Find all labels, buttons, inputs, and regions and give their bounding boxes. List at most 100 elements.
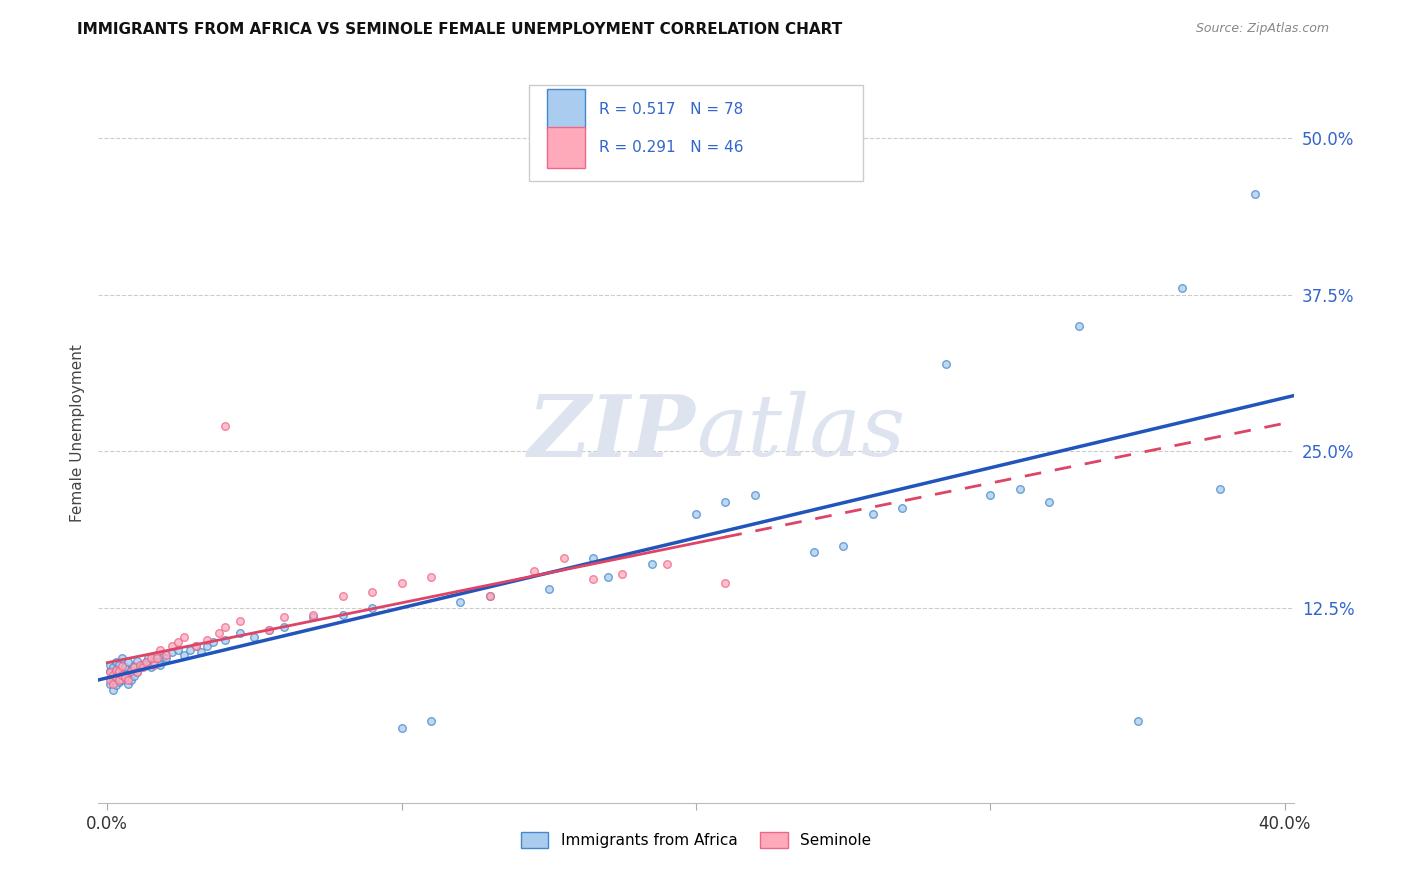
Point xyxy=(141,660,163,674)
Point xyxy=(108,665,131,680)
Point xyxy=(98,676,121,690)
Point xyxy=(195,632,218,647)
Point xyxy=(131,657,153,672)
Point xyxy=(105,663,128,677)
Point xyxy=(160,645,183,659)
Point xyxy=(302,610,325,624)
Point xyxy=(125,654,148,668)
Point xyxy=(108,664,131,678)
Point xyxy=(122,660,145,674)
Point xyxy=(128,657,150,672)
Point xyxy=(117,676,139,690)
Point xyxy=(273,620,295,634)
Point xyxy=(214,632,236,647)
Point xyxy=(1209,482,1232,496)
Point xyxy=(117,673,139,687)
Point xyxy=(160,639,183,653)
Point xyxy=(101,668,124,682)
Text: ZIP: ZIP xyxy=(529,391,696,475)
Point xyxy=(1170,281,1192,295)
Point xyxy=(1008,482,1031,496)
Point xyxy=(273,610,295,624)
Point xyxy=(114,670,136,684)
Point xyxy=(391,721,413,735)
Point xyxy=(155,651,177,665)
Point xyxy=(537,582,560,597)
Point xyxy=(146,648,169,662)
Point xyxy=(111,664,134,678)
Point xyxy=(101,673,124,687)
Point xyxy=(361,601,384,615)
Point xyxy=(105,670,128,684)
Point xyxy=(108,675,131,690)
Point xyxy=(155,648,177,662)
Point xyxy=(243,630,266,644)
Point xyxy=(101,668,124,682)
Point xyxy=(120,664,142,678)
Point xyxy=(125,665,148,680)
Point xyxy=(105,663,128,677)
Point xyxy=(117,655,139,669)
Point xyxy=(167,642,190,657)
Point xyxy=(98,673,121,687)
Point xyxy=(108,657,131,672)
Point xyxy=(98,657,121,672)
Point xyxy=(714,576,737,591)
Point xyxy=(214,419,236,434)
Point xyxy=(478,589,501,603)
Point xyxy=(228,626,250,640)
Point xyxy=(138,651,160,665)
Point xyxy=(891,500,914,515)
Point xyxy=(101,682,124,697)
Point xyxy=(582,573,605,587)
Point xyxy=(152,650,174,665)
Point xyxy=(195,639,218,653)
Point xyxy=(101,676,124,690)
Point xyxy=(111,673,134,687)
Point xyxy=(257,623,280,637)
Point xyxy=(120,673,142,687)
Point xyxy=(1038,494,1060,508)
Text: Source: ZipAtlas.com: Source: ZipAtlas.com xyxy=(1195,22,1329,36)
Point xyxy=(111,659,134,673)
FancyBboxPatch shape xyxy=(547,128,585,168)
Point xyxy=(134,655,156,669)
Point xyxy=(523,564,546,578)
Point xyxy=(143,657,166,672)
Point xyxy=(714,494,737,508)
Text: atlas: atlas xyxy=(696,392,905,474)
Point xyxy=(179,642,201,657)
Point xyxy=(122,669,145,683)
Point xyxy=(184,639,207,653)
Point xyxy=(641,558,664,572)
Point xyxy=(332,607,354,622)
Text: R = 0.291   N = 46: R = 0.291 N = 46 xyxy=(599,140,744,155)
Point xyxy=(167,635,190,649)
Point xyxy=(184,639,207,653)
Point xyxy=(98,665,121,680)
Point xyxy=(149,642,172,657)
Point xyxy=(1244,187,1267,202)
Point xyxy=(979,488,1001,502)
Point xyxy=(131,660,153,674)
Point xyxy=(420,570,443,584)
Point xyxy=(111,651,134,665)
Point xyxy=(202,635,225,649)
Point xyxy=(122,659,145,673)
Point xyxy=(214,620,236,634)
Point xyxy=(108,673,131,687)
Point xyxy=(450,595,472,609)
Text: IMMIGRANTS FROM AFRICA VS SEMINOLE FEMALE UNEMPLOYMENT CORRELATION CHART: IMMIGRANTS FROM AFRICA VS SEMINOLE FEMAL… xyxy=(77,22,842,37)
Point xyxy=(744,488,766,502)
Text: R = 0.517   N = 78: R = 0.517 N = 78 xyxy=(599,102,744,117)
Point xyxy=(173,648,195,662)
Point xyxy=(612,567,634,582)
Point xyxy=(257,623,280,637)
Legend: Immigrants from Africa, Seminole: Immigrants from Africa, Seminole xyxy=(515,826,877,855)
Point xyxy=(146,651,169,665)
Point xyxy=(832,539,855,553)
Point xyxy=(117,666,139,681)
Point xyxy=(141,651,163,665)
Point xyxy=(302,607,325,622)
Point xyxy=(111,668,134,682)
